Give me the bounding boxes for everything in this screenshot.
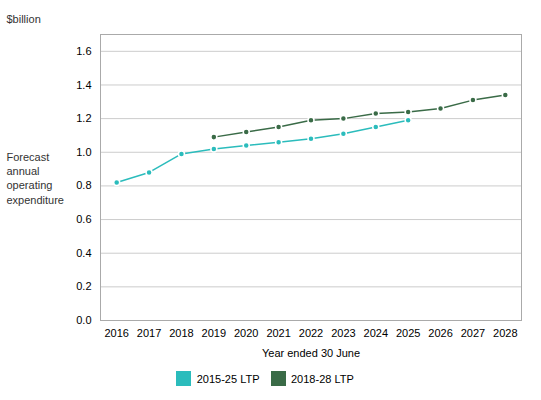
svg-text:2017: 2017: [137, 327, 161, 339]
svg-text:2016: 2016: [104, 327, 128, 339]
html-text:2018-28 LTP: 2018-28 LTP: [291, 372, 354, 385]
svg-text:1.6: 1.6: [76, 45, 91, 57]
svg-text:$billion: $billion: [7, 13, 41, 25]
svg-text:0.6: 0.6: [76, 213, 91, 225]
svg-text:Forecastannualoperatingexpendi: Forecastannualoperatingexpenditure: [7, 151, 65, 206]
svg-text:2025: 2025: [396, 327, 420, 339]
svg-text:1.0: 1.0: [76, 146, 91, 158]
svg-text:1.2: 1.2: [76, 112, 91, 124]
svg-text:0.8: 0.8: [76, 179, 91, 191]
svg-text:2021: 2021: [266, 327, 290, 339]
svg-text:2019: 2019: [202, 327, 226, 339]
svg-text:2023: 2023: [331, 327, 355, 339]
html-text:2015-25 LTP: 2015-25 LTP: [196, 372, 260, 385]
svg-text:2020: 2020: [234, 327, 258, 339]
svg-text:2024: 2024: [364, 327, 388, 339]
svg-text:2022: 2022: [299, 327, 323, 339]
svg-text:2026: 2026: [428, 327, 452, 339]
svg-text:0.2: 0.2: [76, 280, 91, 292]
svg-text:2018: 2018: [169, 327, 193, 339]
svg-text:Year ended 30 June: Year ended 30 June: [262, 347, 360, 359]
svg-text:1.4: 1.4: [76, 78, 91, 90]
svg-text:2027: 2027: [461, 327, 485, 339]
svg-text:0.0: 0.0: [76, 314, 91, 326]
svg-text:0.4: 0.4: [76, 247, 91, 259]
svg-text:2028: 2028: [493, 327, 517, 339]
